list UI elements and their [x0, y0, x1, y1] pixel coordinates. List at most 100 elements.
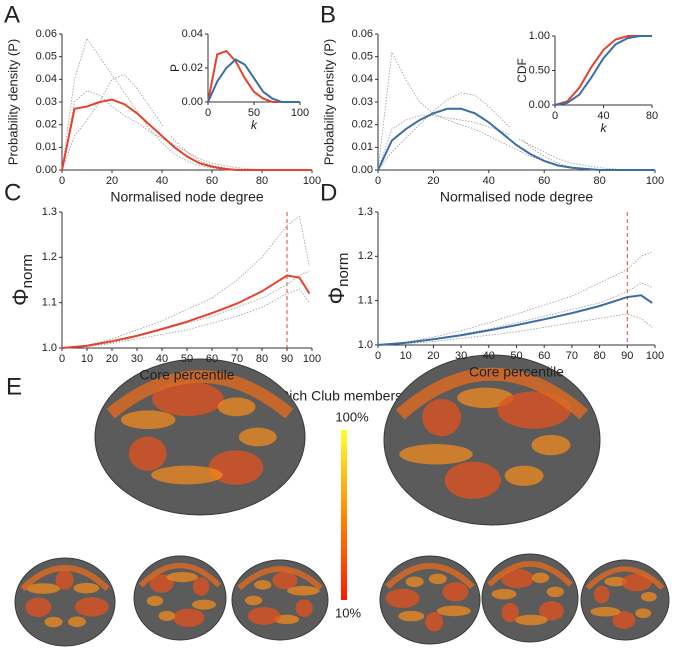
y-tick-label: 0.01: [36, 141, 57, 153]
brain-highlight: [44, 616, 63, 628]
x-tick-label: 0: [59, 353, 65, 365]
x-tick-label: 40: [156, 353, 168, 365]
x-tick-label: 60: [206, 353, 218, 365]
y-tick-label: 0.00: [352, 164, 373, 176]
brain-highlight: [158, 610, 176, 621]
brain-highlight: [491, 588, 517, 600]
mean-line: [61, 98, 312, 171]
subject-line: [61, 215, 310, 349]
brain-rim: [106, 370, 294, 419]
brain-highlight: [238, 427, 277, 447]
x-tick-label: 0: [375, 175, 381, 187]
y-tick-label: 0.04: [36, 73, 57, 85]
brain-highlight: [405, 576, 424, 588]
brain-highlight: [604, 576, 628, 587]
x-tick-label: 60: [538, 175, 550, 187]
brain-highlight: [151, 465, 223, 485]
brain-highlight: [73, 582, 100, 594]
brain-highlight: [26, 583, 61, 594]
x-tick-label: 0: [552, 110, 558, 122]
brain-highlight: [287, 585, 320, 596]
x-axis-label: k: [251, 118, 258, 132]
brain-rim: [20, 565, 110, 591]
colorbar-max: 100%: [335, 409, 369, 424]
y-tick-label: 0.03: [352, 96, 373, 108]
brain-highlight: [635, 608, 652, 618]
y-tick-label: 1.00: [529, 30, 550, 42]
brain-highlight: [621, 573, 652, 592]
x-tick-label: 50: [248, 107, 260, 119]
y-tick-label: 0.01: [352, 141, 373, 153]
x-tick-label: 100: [291, 107, 309, 119]
x-tick-label: 20: [106, 353, 118, 365]
y-tick-label: 1.0: [358, 339, 373, 351]
y-axis-label: Probability density (P): [321, 39, 336, 165]
brain-highlight: [274, 614, 300, 625]
brain-highlight: [501, 602, 519, 623]
colorbar-title: Rich Club membership: [279, 388, 421, 404]
x-axis-label: Normalised node degree: [440, 189, 594, 205]
x-tick-label: 100: [646, 175, 664, 187]
brain-highlight: [515, 614, 548, 626]
x-tick-label: 80: [256, 175, 268, 187]
y-axis-label: CDF: [515, 58, 529, 83]
y-tick-label: 0.02: [352, 119, 373, 131]
brain-highlight: [425, 612, 444, 632]
y-tick-label: 1.3: [42, 206, 57, 218]
brain-highlight: [244, 595, 263, 606]
mean-line: [377, 107, 655, 171]
brain-highlight: [531, 434, 571, 456]
x-axis-label: Core percentile: [140, 367, 235, 383]
x-tick-label: 0: [59, 175, 65, 187]
subject-line: [377, 313, 653, 346]
brain-rim: [395, 367, 589, 420]
x-tick-label: 100: [303, 175, 321, 187]
x-tick-label: 80: [256, 353, 268, 365]
subject-line: [377, 50, 655, 171]
brain-highlight: [217, 397, 256, 417]
brain-rim: [585, 566, 665, 590]
brain-highlight: [173, 608, 205, 627]
y-tick-label: 0.00: [529, 99, 550, 111]
y-tick-label: 1.0: [42, 342, 57, 354]
mean-line: [554, 35, 652, 106]
brain: [133, 555, 227, 641]
brain-highlight: [272, 571, 298, 590]
y-axis-label-sub: norm: [335, 253, 352, 287]
y-tick-label: 1.1: [358, 295, 373, 307]
y-tick-label: 0.00: [182, 96, 203, 108]
y-axis-label: P: [168, 64, 182, 72]
brain-highlight: [25, 597, 52, 617]
brain-highlight: [128, 436, 167, 471]
y-axis-label-symbol: Φ: [8, 288, 33, 306]
y-tick-label: 1.2: [42, 251, 57, 263]
x-tick-label: 30: [131, 353, 143, 365]
y-tick-label: 0.06: [352, 28, 373, 40]
brain-highlight: [399, 444, 473, 465]
y-tick-label: 0.00: [36, 164, 57, 176]
brain: [379, 555, 481, 645]
y-tick-label: 0.02: [182, 62, 203, 74]
panel-letter: C: [4, 179, 21, 206]
brain-rim: [385, 563, 475, 589]
y-tick-label: 1.1: [42, 297, 57, 309]
brain-highlight: [247, 607, 281, 625]
x-tick-label: 100: [646, 350, 664, 362]
y-axis-label: Φnorm: [324, 253, 352, 305]
x-axis-label: Core percentile: [469, 364, 564, 380]
y-axis-label-symbol: Φ: [324, 287, 349, 305]
x-tick-label: 10: [400, 350, 412, 362]
panel-letter: A: [4, 1, 20, 28]
y-axis-label: Φnorm: [8, 254, 36, 306]
y-tick-label: 1.3: [358, 206, 373, 218]
x-tick-label: 80: [593, 175, 605, 187]
x-tick-label: 100: [303, 353, 321, 365]
subject-line: [377, 282, 653, 346]
brain-highlight: [398, 610, 425, 622]
x-tick-label: 70: [566, 350, 578, 362]
y-tick-label: 0.05: [352, 51, 373, 63]
x-tick-label: 20: [106, 175, 118, 187]
brain-highlight: [531, 572, 550, 584]
brain-highlight: [590, 606, 621, 617]
